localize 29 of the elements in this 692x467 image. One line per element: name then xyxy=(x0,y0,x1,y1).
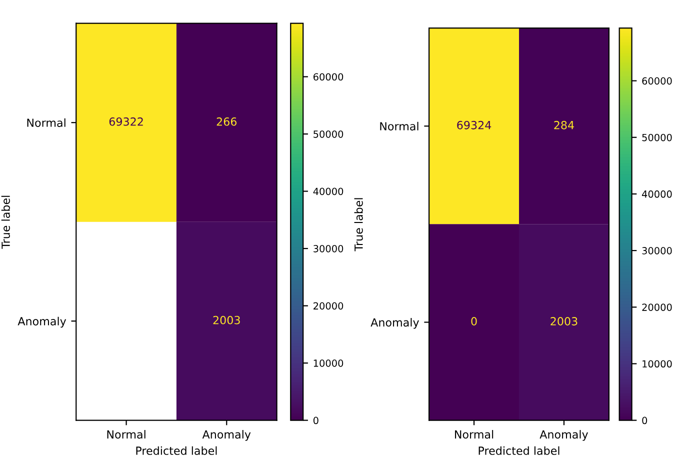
color-bar-label: 0 xyxy=(642,416,648,424)
color-bar-label: 50000 xyxy=(642,134,672,142)
color-bar-label: 20000 xyxy=(642,304,672,311)
color-bar-label: 50000 xyxy=(314,130,344,138)
y-axis-title: True label xyxy=(354,198,363,252)
color-bar-label: 30000 xyxy=(642,247,672,254)
color-bar-label: 30000 xyxy=(314,244,344,252)
data-label: 2003 xyxy=(550,317,578,326)
color-bar-label: 40000 xyxy=(313,188,344,196)
x-tick-label: Anomaly xyxy=(202,430,251,441)
x-axis-title: Predicted label xyxy=(136,446,217,455)
color-bar-label: 60000 xyxy=(642,77,672,85)
x-axis-title: Predicted label xyxy=(478,446,560,455)
color-bar-label: 20000 xyxy=(314,302,344,310)
data-label: 284 xyxy=(554,120,574,130)
x-tick-label: Normal xyxy=(455,430,494,439)
color-bar-label: 10000 xyxy=(314,360,344,367)
x-tick-label: Anomaly xyxy=(540,430,588,441)
data-label: 69322 xyxy=(109,117,143,126)
x-tick-label: Normal xyxy=(107,430,146,439)
color-bar-label: 0 xyxy=(313,416,318,424)
data-label: 69324 xyxy=(457,120,492,130)
color-bar-label: 40000 xyxy=(642,190,672,198)
data-label: 266 xyxy=(216,117,237,126)
y-axis-title: True label xyxy=(1,196,10,249)
data-label: 2003 xyxy=(213,316,240,324)
color-bar-label: 10000 xyxy=(642,360,672,368)
data-label: 0 xyxy=(471,317,477,326)
color-bar-label: 60000 xyxy=(313,73,344,81)
